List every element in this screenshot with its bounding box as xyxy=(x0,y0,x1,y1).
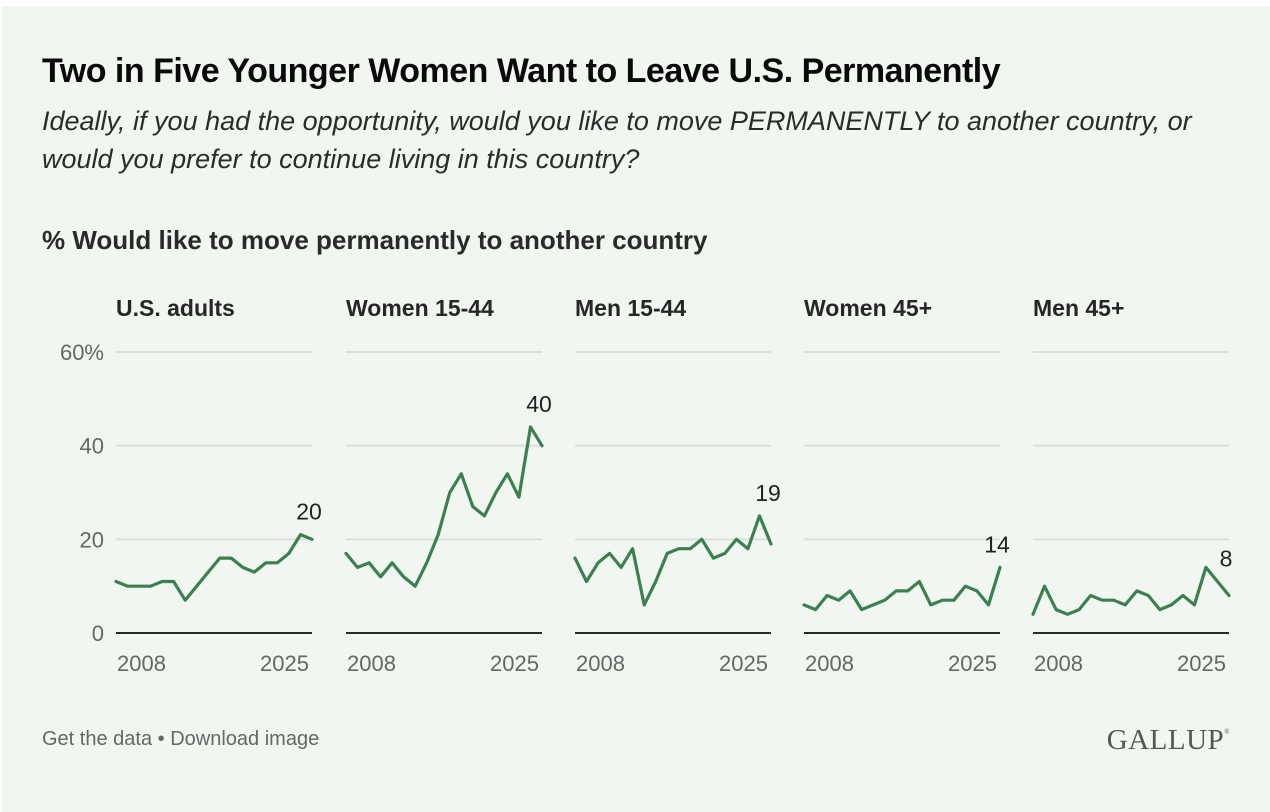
series-line xyxy=(1031,565,1231,616)
panel-title: Men 15-44 xyxy=(575,295,686,321)
y-tick-label: 0 xyxy=(92,621,104,646)
end-value-label: 20 xyxy=(296,499,322,525)
y-tick-label: 40 xyxy=(80,434,104,459)
end-value-label: 19 xyxy=(755,480,781,506)
end-value-label: 40 xyxy=(526,391,552,417)
chart-card: Two in Five Younger Women Want to Leave … xyxy=(2,6,1270,812)
panel-title: Women 15-44 xyxy=(346,295,494,321)
series-line xyxy=(114,532,314,602)
get-data-link[interactable]: Get the data xyxy=(42,728,153,750)
chart-subtitle: Ideally, if you had the opportunity, wou… xyxy=(42,106,1192,174)
end-value-label: 8 xyxy=(1220,545,1233,571)
footer-links: Get the data • Download image xyxy=(42,728,319,751)
metric-label: % Would like to move permanently to anot… xyxy=(42,225,708,255)
x-tick-label: 2025 xyxy=(1177,651,1226,676)
x-tick-label: 2025 xyxy=(948,651,997,676)
chart-title: Two in Five Younger Women Want to Leave … xyxy=(42,52,1001,90)
panel-title: Women 45+ xyxy=(804,295,932,321)
gallup-logo-text: GALLUP xyxy=(1106,724,1225,756)
series-line xyxy=(802,565,1002,612)
y-tick-label: 60% xyxy=(60,340,104,365)
series-line xyxy=(344,425,544,588)
registered-mark: ® xyxy=(1224,728,1230,736)
gallup-logo: GALLUP® xyxy=(1107,724,1230,757)
panel-title: Men 45+ xyxy=(1033,295,1124,321)
end-value-label: 14 xyxy=(984,531,1010,557)
x-tick-label: 2008 xyxy=(576,651,625,676)
x-tick-label: 2008 xyxy=(347,651,396,676)
x-tick-label: 2025 xyxy=(719,651,768,676)
series-line xyxy=(573,514,773,607)
x-tick-label: 2025 xyxy=(490,651,539,676)
footer-separator: • xyxy=(157,728,165,750)
y-tick-label: 20 xyxy=(80,527,104,552)
x-tick-label: 2008 xyxy=(805,651,854,676)
panel-title: U.S. adults xyxy=(116,295,235,321)
download-image-link[interactable]: Download image xyxy=(170,728,320,750)
x-tick-label: 2008 xyxy=(117,651,166,676)
x-tick-label: 2025 xyxy=(260,651,309,676)
x-tick-label: 2008 xyxy=(1034,651,1083,676)
